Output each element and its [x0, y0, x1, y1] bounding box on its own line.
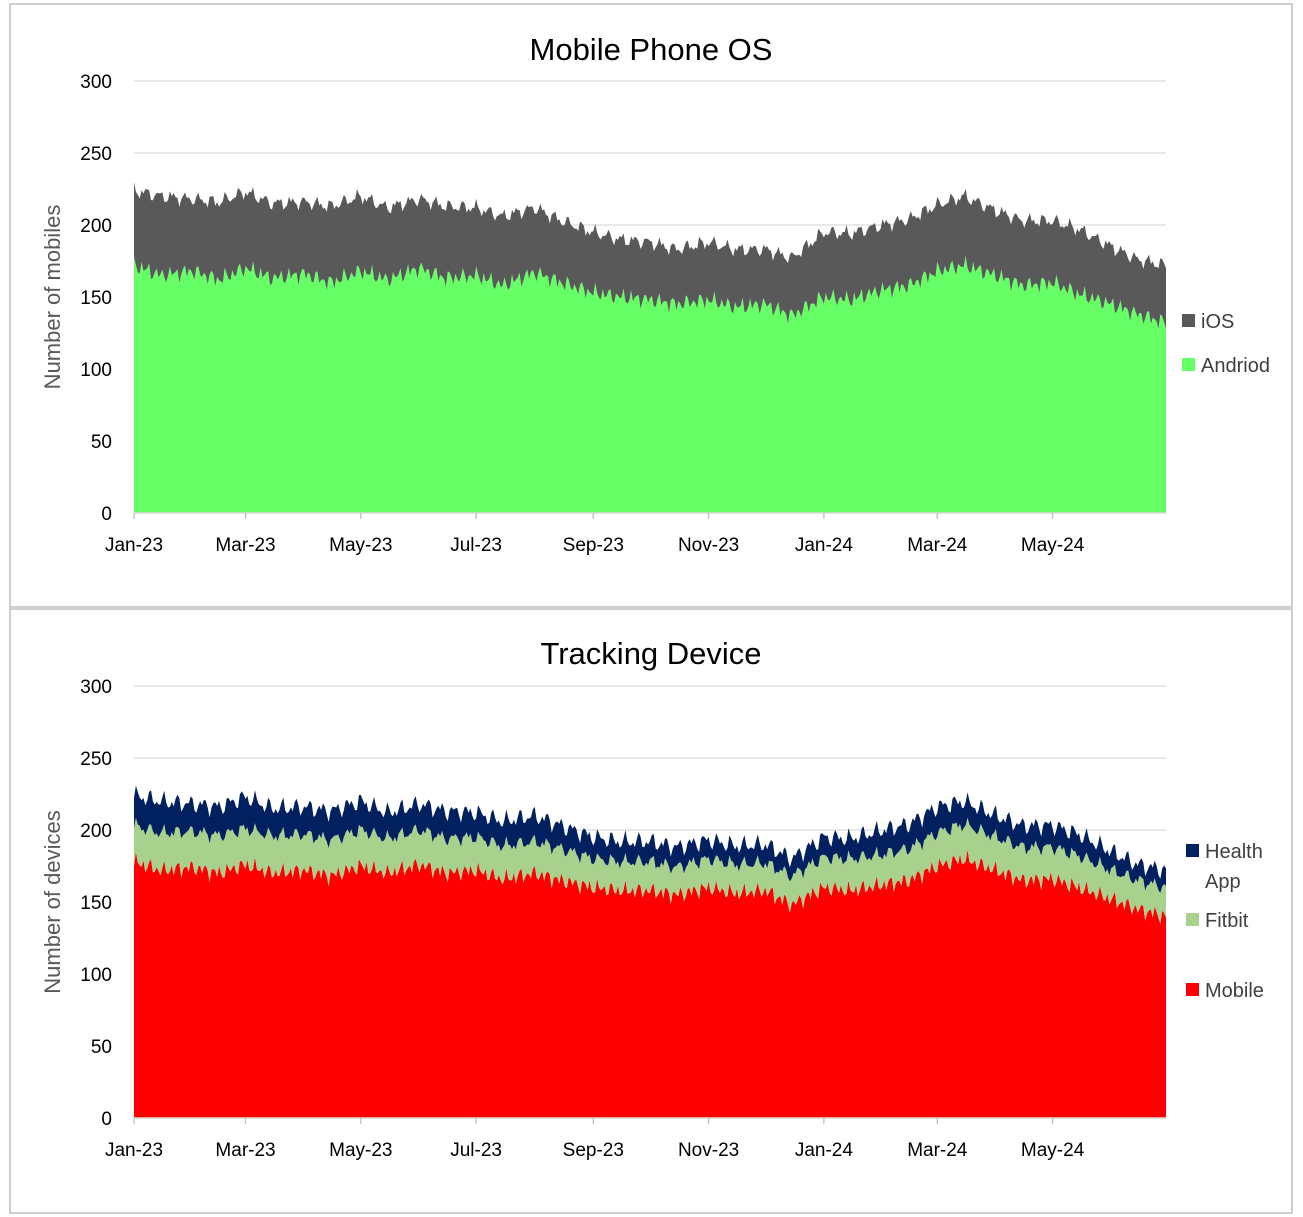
- y-tick-label: 200: [80, 216, 112, 237]
- x-tick-label: Jul-23: [450, 535, 502, 556]
- x-tick-label: Jul-23: [450, 1140, 502, 1161]
- x-tick-label: Mar-23: [215, 535, 275, 556]
- y-tick-label: 150: [80, 893, 112, 914]
- legend: Health App Fitbit Mobile: [1186, 841, 1264, 1002]
- y-tick-label: 100: [80, 965, 112, 986]
- x-tick-label: Mar-24: [907, 535, 968, 556]
- y-tick-label: 0: [101, 1109, 112, 1130]
- legend-swatch: [1182, 314, 1195, 327]
- y-axis-label: Number of devices: [40, 810, 65, 993]
- x-tick-label: May-24: [1021, 535, 1085, 556]
- chart-title: Mobile Phone OS: [530, 32, 773, 67]
- y-tick-label: 300: [80, 72, 112, 93]
- y-tick-label: 300: [80, 677, 112, 698]
- y-tick-label: 50: [91, 432, 112, 453]
- area-series: [134, 785, 1166, 1118]
- x-tick-label: Jan-24: [795, 535, 854, 556]
- legend-swatch: [1186, 913, 1199, 926]
- x-tick-label: Jan-24: [795, 1140, 854, 1161]
- x-tick-label: May-24: [1021, 1140, 1085, 1161]
- axes: 0 50 100 150 200 250 300 Jan-23 Mar-23 May-23 Jul-…: [80, 677, 1166, 1161]
- area-ios: [134, 181, 1166, 330]
- x-tick-label: Nov-23: [678, 1140, 739, 1161]
- y-tick-label: 150: [80, 288, 112, 309]
- chart-title: Tracking Device: [540, 636, 761, 671]
- legend-swatch: [1182, 358, 1195, 371]
- legend-label: Fitbit: [1205, 910, 1249, 932]
- area-health-app: [134, 785, 1166, 893]
- axes: 0 50 100 150 200 250 300 Jan-23 Mar-23 May-23 Jul-…: [80, 72, 1166, 556]
- area-andriod: [134, 255, 1166, 513]
- y-tick-label: 100: [80, 360, 112, 381]
- legend-label: Mobile: [1205, 980, 1264, 1002]
- x-tick-label: May-23: [329, 1140, 392, 1161]
- y-tick-label: 250: [80, 749, 112, 770]
- x-tick-label: May-23: [329, 535, 392, 556]
- legend-swatch: [1186, 844, 1199, 857]
- y-axis-label: Number of mobiles: [40, 205, 65, 390]
- area-mobile: [134, 849, 1166, 1118]
- x-tick-label: Mar-24: [907, 1140, 968, 1161]
- tracking-device-chart: Tracking Device Number of devices 0 50 100…: [40, 636, 1264, 1161]
- mobile-os-chart: Mobile Phone OS Number of mobiles 0 50 100…: [40, 32, 1270, 556]
- chart-panel-top-border: [9, 3, 1293, 608]
- legend-label: iOS: [1201, 311, 1234, 333]
- y-tick-label: 250: [80, 144, 112, 165]
- legend-swatch: [1186, 983, 1199, 996]
- y-tick-label: 200: [80, 821, 112, 842]
- y-tick-label: 0: [101, 504, 112, 525]
- chart-panel-bottom-border: [9, 608, 1293, 1214]
- legend: iOS Andriod: [1182, 311, 1270, 377]
- x-tick-label: Sep-23: [563, 535, 624, 556]
- area-fitbit: [134, 817, 1166, 924]
- legend-label: Andriod: [1201, 355, 1270, 377]
- x-tick-label: Nov-23: [678, 535, 739, 556]
- x-tick-label: Sep-23: [563, 1140, 624, 1161]
- x-tick-label: Mar-23: [215, 1140, 275, 1161]
- x-tick-label: Jan-23: [105, 535, 163, 556]
- area-series: [134, 181, 1166, 513]
- y-tick-label: 50: [91, 1037, 112, 1058]
- legend-label: Health App: [1205, 841, 1263, 893]
- x-tick-label: Jan-23: [105, 1140, 163, 1161]
